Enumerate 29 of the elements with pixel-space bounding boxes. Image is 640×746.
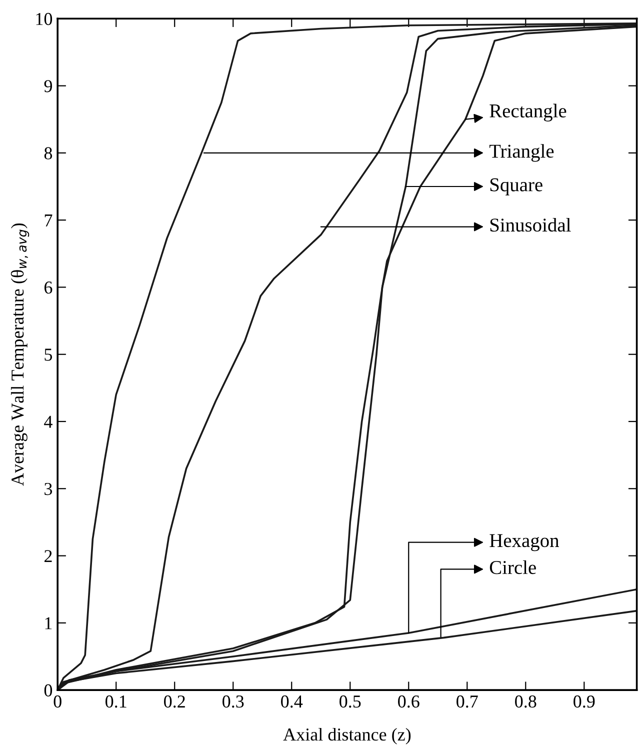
x-tick-label: 0	[54, 695, 62, 708]
y-tick-label: 3	[44, 482, 52, 496]
y-axis-title: Average Wall Temperature (θ$_{w,avg}$)	[10, 223, 30, 486]
y-tick-label: 4	[44, 416, 52, 428]
y-tick-label: 0	[44, 684, 52, 696]
y-tick-label: 9	[44, 80, 52, 92]
y-tick-label: 10	[36, 12, 52, 26]
x-tick-label: 0.1	[106, 695, 126, 708]
x-tick-label: 0.7	[456, 695, 478, 708]
x-tick-label: 0.9	[574, 695, 595, 708]
x-tick-label: 0.8	[515, 695, 536, 708]
y-tick-label: 7	[44, 214, 52, 226]
annotation: Triangle	[489, 144, 554, 162]
annotation: Hexagon	[490, 534, 559, 552]
y-tick-label: 5	[44, 348, 52, 361]
y-tick-label: 6	[44, 282, 52, 294]
x-tick-label: 0.3	[222, 695, 244, 708]
x-tick-label: 0.5	[340, 695, 361, 708]
annotation: Square	[490, 178, 542, 196]
x-tick-label: 0.6	[398, 695, 420, 708]
y-tick-label: 8	[44, 147, 52, 160]
annotation: Rectangle	[490, 104, 566, 122]
x-axis-title: Axial distance (z)	[283, 728, 411, 744]
x-tick-label: 0.4	[281, 695, 303, 708]
annotation: Circle	[490, 560, 536, 574]
y-tick-label: 2	[44, 550, 52, 562]
annotation: Sinusoidal	[490, 218, 571, 232]
x-tick-label: 0.2	[164, 695, 185, 708]
y-tick-label: 1	[45, 617, 52, 630]
